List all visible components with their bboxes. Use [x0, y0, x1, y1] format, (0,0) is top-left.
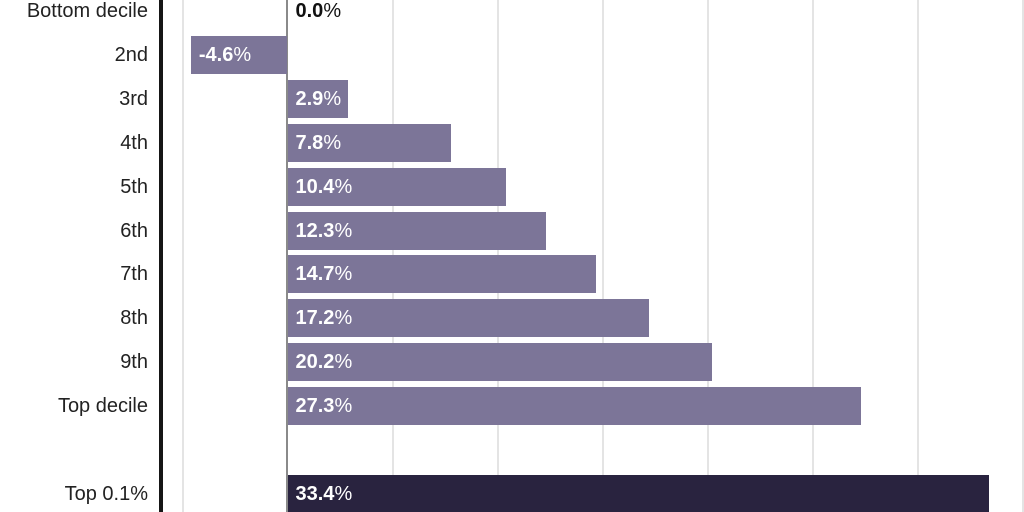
value-number: 10.4 — [295, 175, 335, 198]
percent-sign: % — [334, 351, 353, 374]
percent-sign: % — [334, 175, 353, 198]
y-axis-label: Top 0.1% — [64, 482, 148, 505]
gridline — [1021, 0, 1024, 512]
value-number: 12.3 — [295, 219, 335, 242]
bar — [287, 343, 712, 382]
percent-sign: % — [334, 219, 353, 242]
bar-value-label: 12.3% — [296, 219, 353, 243]
bar — [287, 167, 506, 206]
value-number: 14.7 — [295, 263, 335, 286]
value-number: 0.0 — [295, 0, 324, 22]
bar-highlight — [287, 474, 989, 512]
percent-sign: % — [323, 87, 342, 110]
gridline — [811, 0, 814, 512]
bar-value-label: 2.9% — [296, 87, 342, 111]
percent-sign: % — [323, 131, 342, 154]
bar-value-label: 27.3% — [296, 394, 353, 418]
y-axis-label: 9th — [120, 351, 148, 374]
value-number: -4.6 — [198, 43, 234, 66]
y-axis-label: Bottom decile — [26, 0, 148, 22]
gridline — [601, 0, 604, 512]
y-axis-label: 2nd — [114, 43, 148, 66]
y-axis-label: 8th — [120, 307, 148, 330]
percent-sign: % — [233, 43, 252, 66]
gridline — [181, 0, 184, 512]
value-number: 2.9 — [295, 87, 324, 110]
gridline — [706, 0, 709, 512]
bar — [287, 387, 861, 426]
bar-value-label: 7.8% — [296, 131, 342, 155]
bar — [287, 255, 597, 294]
bar-value-label: 10.4% — [296, 175, 353, 199]
y-axis-label: 3rd — [119, 87, 148, 110]
bar-value-label: 17.2% — [296, 306, 353, 330]
bar-value-label: -4.6% — [199, 43, 251, 67]
percent-sign: % — [323, 0, 342, 22]
y-axis-label: 5th — [120, 175, 148, 198]
bar-value-label: 0.0% — [296, 0, 342, 23]
y-axis-line — [158, 0, 163, 512]
percent-sign: % — [334, 307, 353, 330]
y-axis-label: 4th — [120, 131, 148, 154]
value-number: 33.4 — [295, 482, 335, 505]
y-axis-label: 6th — [120, 219, 148, 242]
percent-sign: % — [334, 263, 353, 286]
value-number: 27.3 — [295, 395, 335, 418]
y-axis-label: 7th — [120, 263, 148, 286]
gridline — [916, 0, 919, 512]
bar-value-label: 14.7% — [296, 262, 353, 286]
bar-value-label: 20.2% — [296, 350, 353, 374]
bar — [287, 299, 649, 338]
value-number: 17.2 — [295, 307, 335, 330]
bar — [287, 123, 452, 162]
zero-baseline — [285, 0, 288, 512]
bar — [190, 35, 288, 74]
value-number: 7.8 — [295, 131, 324, 154]
y-axis-label: Top decile — [57, 395, 148, 418]
bar-value-label: 33.4% — [296, 482, 353, 506]
bar — [287, 211, 546, 250]
bar — [287, 79, 349, 118]
percent-sign: % — [334, 482, 353, 505]
value-number: 20.2 — [295, 351, 335, 374]
percent-sign: % — [334, 395, 353, 418]
